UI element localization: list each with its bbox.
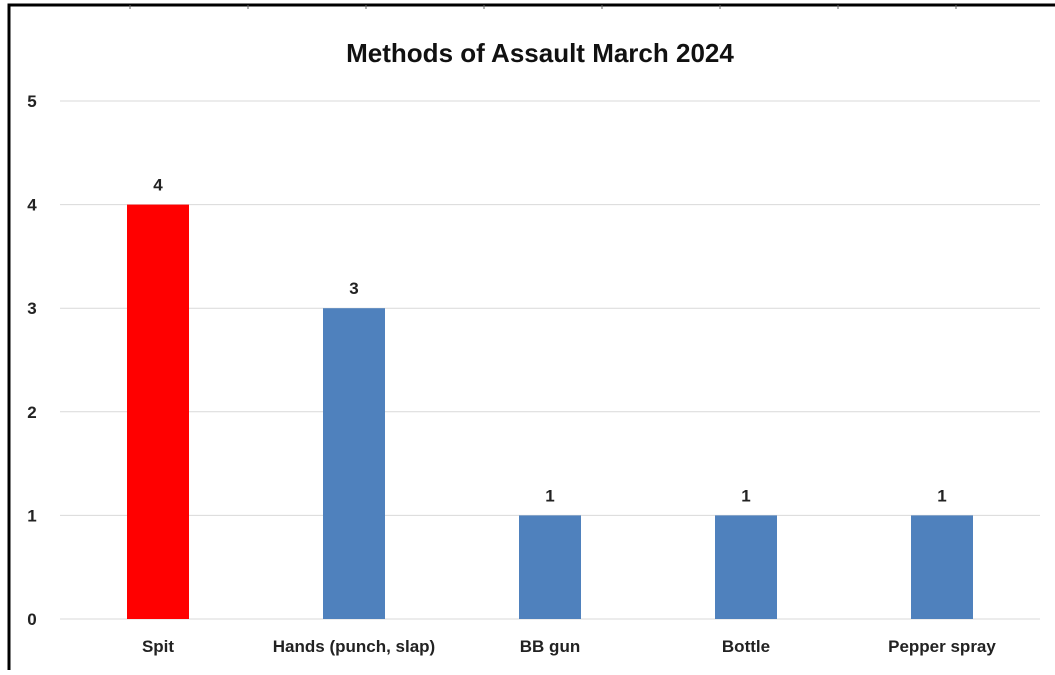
data-label: 3 [349,279,358,298]
bar-hands-punch-slap [323,308,385,619]
y-axis-ticks: 0 1 2 3 4 5 [27,92,37,629]
x-tick-label: Bottle [722,637,770,656]
bars [127,204,973,619]
data-label: 1 [545,486,554,505]
bar-bottle [715,515,777,619]
data-label: 1 [937,486,946,505]
y-tick-label: 3 [27,299,36,318]
bar-spit [127,204,189,619]
y-tick-label: 4 [27,196,37,215]
bar-bb-gun [519,515,581,619]
data-labels: 4 3 1 1 1 [153,176,946,506]
frame-ticks [129,5,957,9]
x-tick-label: Hands (punch, slap) [273,637,435,656]
chart-title: Methods of Assault March 2024 [346,38,734,68]
x-tick-label: Pepper spray [888,637,996,656]
data-label: 4 [153,176,163,195]
data-label: 1 [741,486,750,505]
y-tick-label: 0 [27,610,36,629]
x-tick-label: Spit [142,637,174,656]
y-tick-label: 1 [27,506,36,525]
x-axis-labels: Spit Hands (punch, slap) BB gun Bottle Peppe… [142,637,996,656]
y-tick-label: 2 [27,403,36,422]
y-tick-label: 5 [27,92,36,111]
bar-pepper-spray [911,515,973,619]
x-tick-label: BB gun [520,637,580,656]
